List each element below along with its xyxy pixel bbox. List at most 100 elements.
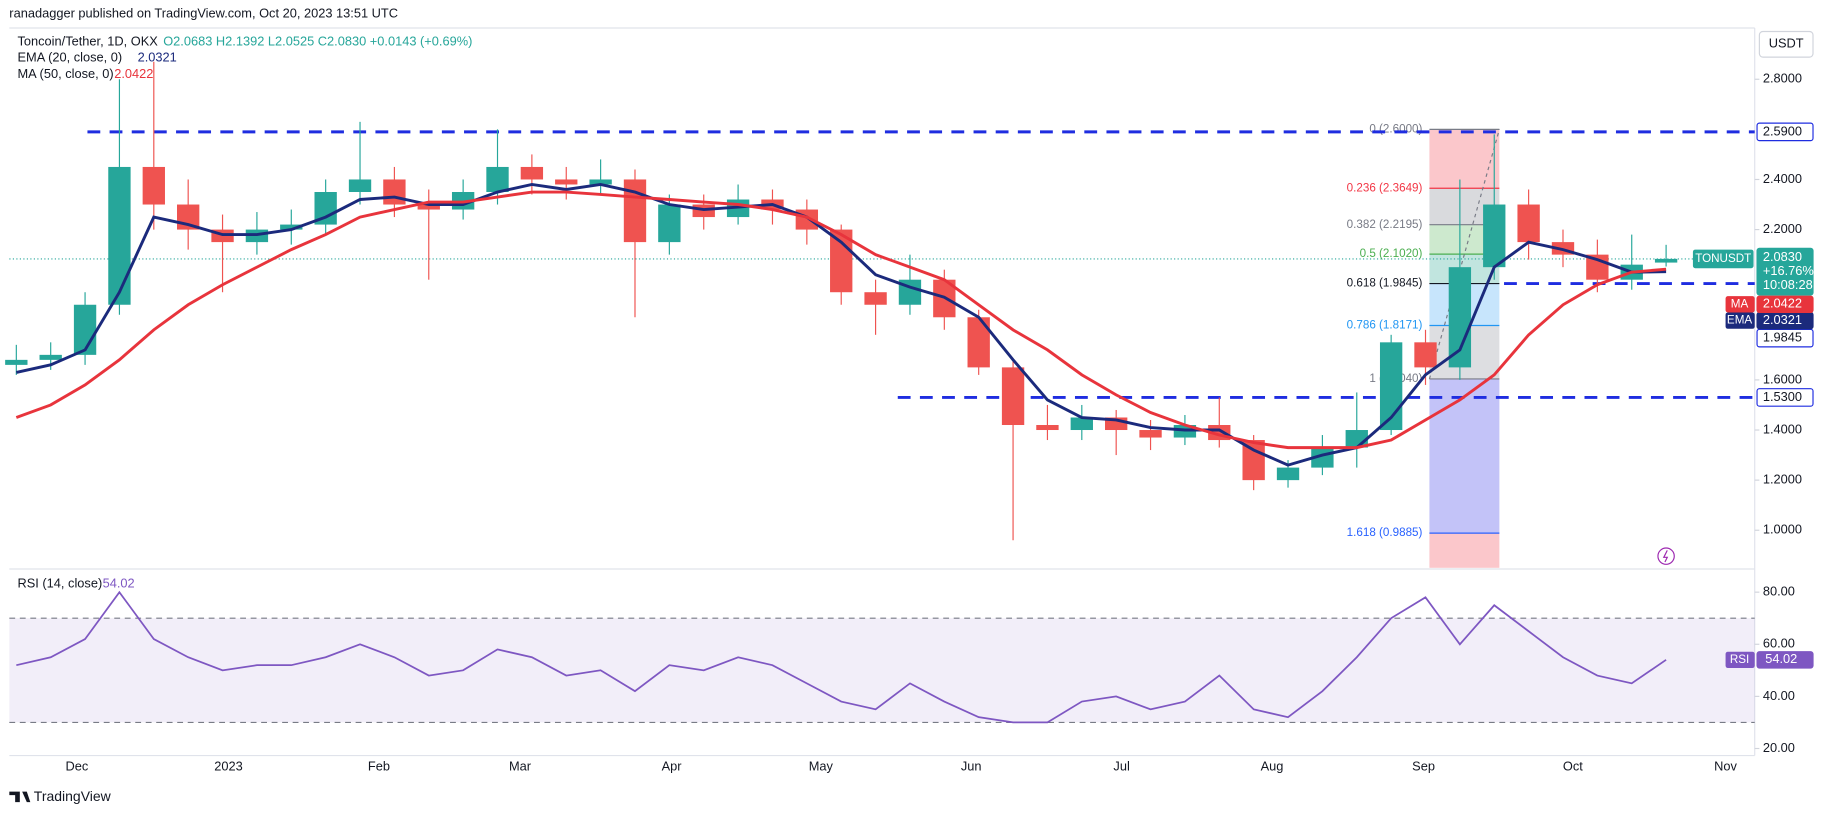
published: ranadagger published on TradingView.com,… [9,5,398,20]
candle-body [555,179,578,185]
event-icon-bolt [1662,550,1669,563]
logo [9,791,31,803]
rsi-tag-value: 54.02 [1765,651,1797,666]
candle-body [417,204,440,210]
price-tag-value: 2.0830 [1763,249,1802,264]
price-tag-countdown: 10:08:28 [1763,277,1813,292]
ma-tag-name-bg [1725,296,1755,313]
x-tick-label: Jul [1113,759,1129,774]
ohlc-legend: O2.0683 H2.1392 L2.0525 C2.0830 +0.0143 … [163,33,472,48]
rsi-title: RSI (14, close) [17,576,102,591]
fib-label: 1.618 (0.9885) [1347,526,1423,539]
candle-body [142,166,165,205]
legend-value: 2.0321 [138,50,177,65]
x-tick-label: Jun [961,759,982,774]
candle-body [520,166,544,180]
legend-value: 2.0422 [114,66,153,81]
currency-button[interactable] [1758,30,1814,58]
candle-body [1379,342,1403,431]
rsi-line [16,590,1667,724]
y-tick-label: 20.00 [1763,740,1795,755]
candle-body [1070,417,1093,431]
y-tick-label: 1.2000 [1763,472,1802,487]
candle-body [314,192,337,225]
brand-name: TradingView [34,788,112,804]
x-tick-label: Mar [509,759,532,774]
x-tick-label: 2023 [214,759,243,774]
candle-body [1139,430,1162,438]
fib-label: 0.382 (2.2195) [1347,218,1423,231]
ma-line [16,182,1667,467]
ma-tag-value: 2.0422 [1763,296,1802,311]
candle-body [348,179,372,193]
fib-zone [1429,129,1500,189]
candle-body [5,359,28,365]
candle-body [967,317,990,368]
candle-body [1414,342,1437,368]
legend-name: MA (50, close, 0) [17,66,113,81]
y-tick-label: 2.8000 [1763,71,1802,86]
candle-body [1242,440,1265,481]
candle-body [1001,367,1025,426]
candle-body [830,229,853,293]
brand: TradingView [9,788,112,804]
rsi-tag-name-bg [1725,651,1755,669]
candle-body [1448,267,1472,368]
candle-body [864,292,887,305]
rsi-band [9,618,1755,723]
x-tick-label: Dec [66,759,89,774]
x-tick-label: Sep [1412,759,1435,774]
x-tick-label: Apr [662,759,683,774]
axis-tag [1756,122,1814,142]
axis-tag-label: 1.9845 [1763,330,1802,345]
candle-body [1036,425,1059,431]
symbol-title: Toncoin/Tether, 1D, OKX [17,33,158,48]
event-icon[interactable] [1657,547,1675,565]
ma-tag-name: MA [1731,297,1749,310]
candle-body [383,179,406,205]
symbol-tag-label: TONUSDT [1695,252,1751,265]
y-tick-label: 2.2000 [1763,221,1802,236]
axis-tag [1756,388,1814,407]
symbol-tag [1692,249,1754,269]
fib-label: 0 (2.6000) [1369,122,1422,135]
axis-tag [1756,247,1814,296]
x-tick-label: Oct [1563,759,1583,774]
x-tick-label: May [809,759,834,774]
axis-tag-label: 2.5900 [1763,123,1802,138]
fib-label: 0.236 (2.3649) [1347,181,1423,194]
y-tick-label: 40.00 [1763,688,1795,703]
candle-body [1483,204,1506,268]
axis-tag [1756,295,1814,314]
y-tick-label: 80.00 [1763,584,1795,599]
ma-line [15,190,1667,450]
x-tick-label: Nov [1714,759,1737,774]
candle-body [486,166,509,193]
candle-body [1517,204,1540,243]
fib-label: 0.786 (1.8171) [1347,319,1423,332]
y-tick-label: 60.00 [1763,636,1795,651]
rsi-legend-value: 54.02 [103,576,135,591]
candle-body [658,204,681,243]
axis-tag-label: 1.5300 [1763,389,1802,404]
axis-tag [1756,651,1814,669]
fib-zone [1429,533,1500,568]
fib-label: 0.5 (2.1020) [1360,247,1423,260]
x-tick-label: Aug [1261,759,1284,774]
candle-body [589,179,612,185]
x-tick-label: Feb [368,759,390,774]
y-tick-label: 1.6000 [1763,371,1802,386]
y-tick-label: 1.0000 [1763,522,1802,537]
currency[interactable]: USDT [1769,36,1804,51]
candle-body [280,224,303,230]
price-tag-change: +16.76% [1763,263,1814,278]
fib-zone [1429,378,1500,534]
candle-body [1654,258,1678,263]
candle-body [39,354,62,360]
ma-tag-value: 2.0321 [1763,312,1802,327]
fib-label: 0.618 (1.9845) [1347,277,1423,290]
legend-name: EMA (20, close, 0) [17,50,122,65]
fib-trend [1428,129,1500,380]
